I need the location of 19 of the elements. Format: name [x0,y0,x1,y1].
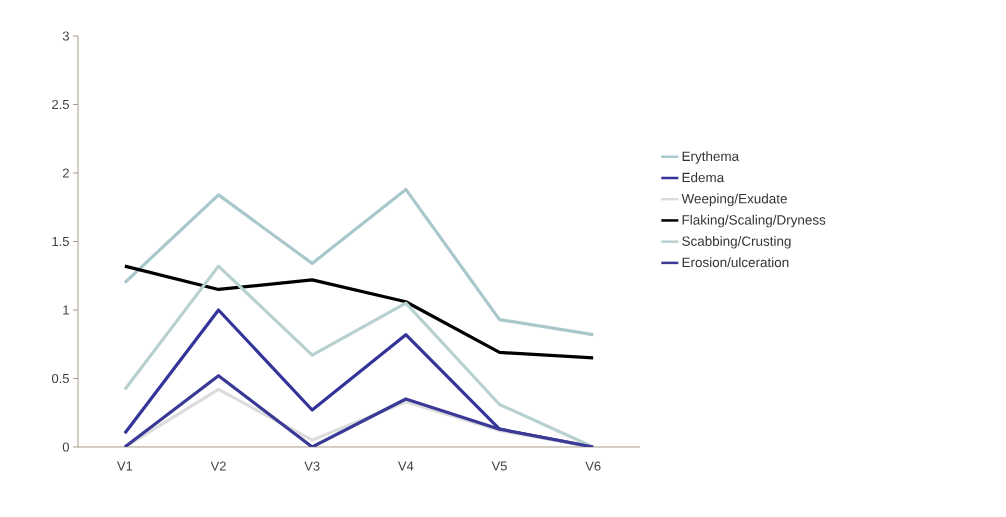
y-tick-label: 2 [62,168,69,178]
x-tick-label: V4 [397,461,414,471]
x-tick-label: V5 [491,461,507,471]
y-tick-label: 1 [63,305,69,315]
legend-label: Erythema [682,151,740,164]
legend-label: Edema [682,172,725,183]
y-tick-label: 3 [62,31,69,41]
legend-label: Flaking/Scaling/Dryness [682,214,826,228]
y-tick-label: 0.5 [51,373,69,384]
legend-label: Scabbing/Crusting [682,236,791,249]
x-tick-label: V6 [585,461,601,471]
x-tick-label: V3 [304,461,320,471]
x-tick-label: V2 [210,461,226,471]
y-tick-label: 0 [62,442,69,452]
legend-label: Erosion/ulceration [682,257,789,268]
y-tick-label: 2.5 [52,99,69,110]
x-tick-label: V1 [116,461,133,471]
y-tick-label: 1.5 [52,236,69,246]
legend-label: Weeping/Exudate [681,193,787,207]
